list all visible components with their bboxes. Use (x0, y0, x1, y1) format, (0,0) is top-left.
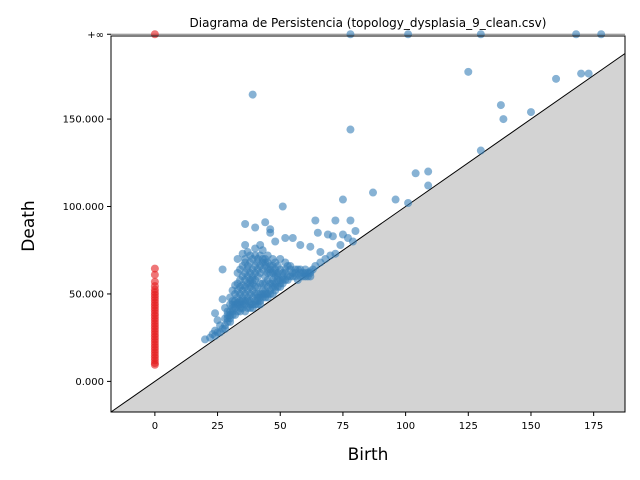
point-series-1-5 (248, 90, 257, 99)
point-series-1-119 (308, 265, 317, 274)
point-series-0-2 (150, 270, 159, 279)
axes-frame (110, 35, 626, 413)
point-series-1-22 (278, 202, 287, 211)
point-series-1-18 (369, 188, 378, 197)
point-series-1-15 (424, 167, 433, 176)
x-tick-label: 125 (459, 421, 478, 432)
point-series-1-36 (351, 227, 360, 235)
point-series-1-37 (348, 237, 357, 246)
point-series-1-9 (584, 69, 593, 78)
point-series-1-21 (338, 195, 347, 204)
point-series-1-33 (328, 232, 337, 241)
point-series-1-26 (241, 220, 250, 228)
chart-title: Diagrama de Persistencia (topology_dyspl… (190, 16, 547, 30)
point-series-1-1 (404, 30, 413, 39)
points-layer (150, 30, 606, 369)
point-series-1-187 (263, 293, 272, 302)
x-tick-label: 150 (521, 421, 540, 432)
point-series-1-2 (476, 30, 485, 39)
point-series-1-45 (241, 240, 250, 249)
x-tick-label: 100 (396, 421, 415, 432)
plot-area (110, 30, 626, 413)
point-series-1-46 (316, 247, 325, 256)
point-series-1-253 (238, 296, 247, 305)
point-series-1-85 (321, 254, 330, 263)
point-series-1-225 (243, 265, 252, 274)
point-series-1-3 (572, 30, 581, 39)
point-series-1-42 (306, 242, 315, 251)
y-tick-label: 150.000 (63, 115, 104, 126)
y-tick-label: 0.000 (75, 377, 104, 388)
point-series-0-34 (150, 360, 159, 369)
point-series-1-0 (346, 30, 355, 39)
point-series-1-31 (313, 228, 322, 237)
y-tick-label: +∞ (87, 30, 104, 41)
point-series-1-17 (424, 181, 433, 190)
point-series-1-69 (251, 244, 260, 253)
point-series-1-25 (346, 216, 355, 225)
y-tick-label: 50.000 (69, 289, 104, 300)
point-series-1-14 (476, 146, 485, 155)
y-axis-title: Death (19, 200, 39, 251)
point-series-1-39 (281, 233, 290, 242)
point-series-1-261 (226, 300, 235, 309)
point-series-1-43 (271, 237, 280, 246)
point-series-1-246 (248, 275, 257, 284)
point-series-1-40 (288, 233, 297, 242)
point-series-1-260 (223, 307, 232, 316)
point-series-0-0 (150, 30, 159, 39)
point-series-1-4 (597, 30, 606, 39)
y-tick-label: 100.000 (63, 202, 104, 213)
point-series-1-30 (266, 228, 275, 237)
point-series-1-49 (218, 265, 227, 274)
point-series-1-13 (346, 125, 355, 134)
point-series-1-12 (526, 108, 535, 117)
point-series-1-220 (306, 272, 315, 281)
point-series-0-1 (150, 264, 159, 273)
diagonal-line (110, 53, 626, 413)
point-series-1-56 (218, 295, 227, 304)
point-series-1-63 (233, 254, 242, 263)
point-series-1-267 (208, 330, 217, 339)
x-tick-label: 75 (337, 421, 350, 432)
x-tick-label: 175 (584, 421, 603, 432)
point-series-1-19 (391, 195, 400, 204)
point-series-1-7 (552, 74, 561, 83)
point-series-1-48 (331, 249, 340, 258)
point-series-1-53 (211, 309, 220, 318)
x-tick-label: 25 (211, 421, 224, 432)
point-series-1-11 (499, 115, 508, 124)
point-series-1-192 (256, 300, 265, 309)
point-series-1-38 (336, 240, 345, 249)
point-series-1-41 (296, 240, 305, 249)
point-series-1-27 (261, 218, 270, 227)
x-tick-label: 0 (152, 421, 158, 432)
x-axis: 0 25 50 75 100 125 150 175 (152, 412, 603, 432)
point-series-1-6 (464, 67, 473, 76)
point-series-1-10 (496, 101, 505, 110)
point-series-1-16 (411, 169, 420, 178)
point-series-1-23 (311, 216, 320, 225)
point-series-1-8 (577, 69, 586, 78)
point-series-1-28 (251, 223, 260, 232)
x-axis-title: Birth (348, 445, 389, 465)
x-tick-label: 50 (274, 421, 287, 432)
y-axis: 0.000 50.000 100.000 150.000 +∞ (63, 30, 111, 388)
point-series-1-237 (273, 272, 282, 281)
point-series-1-24 (331, 216, 340, 225)
point-series-1-177 (271, 286, 280, 295)
point-series-1-20 (404, 199, 413, 208)
point-series-1-259 (221, 314, 230, 323)
